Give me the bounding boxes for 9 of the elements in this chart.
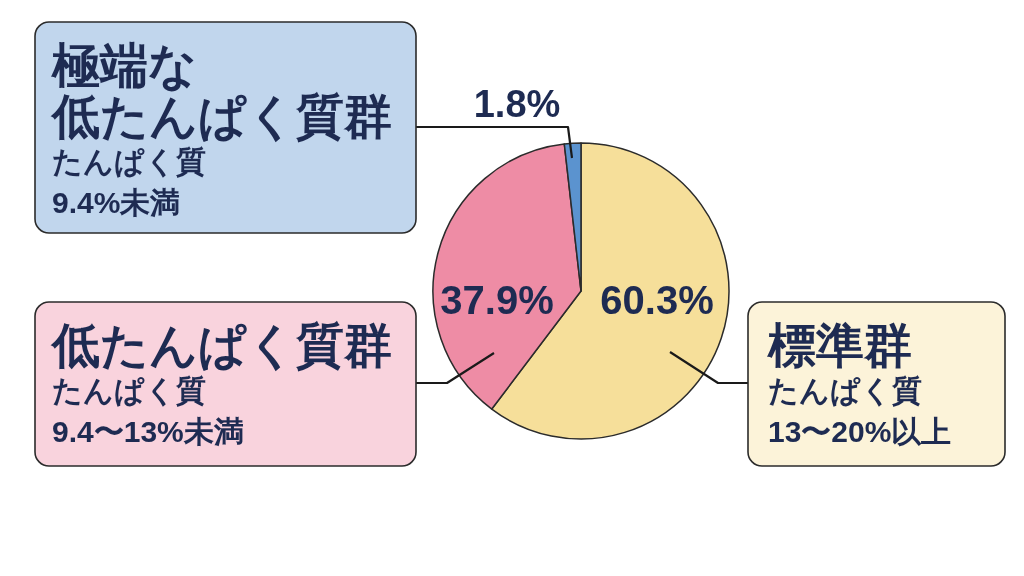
- text: たんぱく質 9.4%未満: [52, 145, 206, 219]
- text: たんぱく質 13〜20%以上: [768, 374, 952, 448]
- data-label: 1.8%: [473, 83, 561, 125]
- slice-label: 標準群: [766, 319, 912, 372]
- data-label: 60.3%: [600, 278, 714, 322]
- text: たんぱく質 9.4〜13%未満: [52, 374, 244, 448]
- slice-label: 低たんぱく質群: [50, 319, 392, 372]
- slice-label: 極端な低たんぱく質群: [50, 39, 392, 143]
- data-label: 37.9%: [440, 278, 554, 322]
